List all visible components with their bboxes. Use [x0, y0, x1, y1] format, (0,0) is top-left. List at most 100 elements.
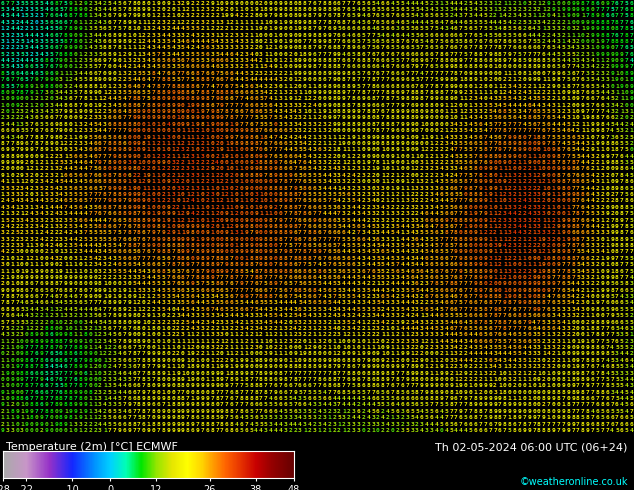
- Text: 5: 5: [376, 307, 380, 312]
- Text: 3: 3: [230, 39, 233, 44]
- Text: 5: 5: [425, 26, 429, 31]
- Text: 1: 1: [537, 179, 541, 184]
- Text: 6: 6: [401, 402, 404, 408]
- Text: 8: 8: [269, 269, 273, 273]
- Text: 1: 1: [162, 135, 165, 140]
- Text: 7: 7: [430, 71, 434, 76]
- Text: 8: 8: [591, 358, 595, 363]
- Text: 0: 0: [308, 58, 311, 63]
- Text: 1: 1: [162, 326, 165, 331]
- Text: 1: 1: [181, 345, 184, 350]
- Text: 7: 7: [454, 224, 458, 229]
- Text: 6: 6: [166, 256, 170, 261]
- Text: 6: 6: [235, 428, 238, 433]
- Text: 4: 4: [147, 46, 151, 50]
- Text: 8: 8: [439, 224, 443, 229]
- Text: 6: 6: [323, 383, 326, 388]
- Text: 0: 0: [103, 364, 107, 369]
- Text: 3: 3: [595, 237, 599, 242]
- Text: 9: 9: [69, 0, 72, 6]
- Text: 1: 1: [118, 288, 121, 293]
- Text: 0: 0: [376, 428, 380, 433]
- Text: 7: 7: [581, 167, 585, 172]
- Text: 7: 7: [450, 269, 453, 273]
- Text: 1: 1: [542, 256, 546, 261]
- Text: 4: 4: [44, 26, 48, 31]
- Text: 8: 8: [483, 141, 487, 146]
- Text: 0: 0: [93, 377, 97, 382]
- Text: 7: 7: [527, 39, 531, 44]
- Text: 0: 0: [605, 147, 609, 152]
- Text: 8: 8: [469, 262, 472, 267]
- Text: 1: 1: [479, 77, 482, 82]
- Text: 2: 2: [1, 211, 4, 216]
- Text: 0: 0: [547, 65, 550, 70]
- Text: 0: 0: [610, 46, 614, 50]
- Text: 1: 1: [522, 294, 526, 299]
- Text: 5: 5: [430, 300, 434, 305]
- Text: 6: 6: [181, 58, 184, 63]
- Text: 3: 3: [517, 109, 521, 114]
- Text: 9: 9: [166, 0, 170, 6]
- Text: 1: 1: [595, 269, 599, 273]
- Text: 0: 0: [376, 147, 380, 152]
- Text: 1: 1: [88, 409, 92, 414]
- Text: 7: 7: [474, 154, 477, 159]
- Text: 9: 9: [200, 383, 204, 388]
- Text: 7: 7: [615, 13, 619, 19]
- Text: 0: 0: [103, 77, 107, 82]
- Text: 9: 9: [459, 409, 463, 414]
- Text: 9: 9: [488, 383, 492, 388]
- Text: 0: 0: [171, 7, 175, 12]
- Text: 8: 8: [69, 7, 72, 12]
- Text: 4: 4: [10, 122, 14, 127]
- Text: 2: 2: [152, 294, 155, 299]
- Text: 9: 9: [122, 192, 126, 197]
- Text: 3: 3: [356, 192, 360, 197]
- Text: 9: 9: [254, 167, 258, 172]
- Text: 6: 6: [361, 65, 365, 70]
- Text: 4: 4: [454, 173, 458, 178]
- Text: 3: 3: [557, 26, 560, 31]
- Text: 3: 3: [347, 326, 351, 331]
- Text: 9: 9: [610, 307, 614, 312]
- Text: 0: 0: [532, 160, 536, 165]
- Text: 4: 4: [415, 0, 419, 6]
- Text: 5: 5: [444, 262, 448, 267]
- Text: 9: 9: [532, 77, 536, 82]
- Text: 5: 5: [439, 205, 443, 210]
- Text: 8: 8: [591, 0, 595, 6]
- Text: 9: 9: [323, 103, 326, 108]
- Text: 0: 0: [391, 326, 394, 331]
- Text: 1: 1: [527, 358, 531, 363]
- Text: 9: 9: [210, 109, 214, 114]
- Text: 4: 4: [576, 141, 579, 146]
- Text: 4: 4: [552, 52, 555, 57]
- Text: 9: 9: [483, 237, 487, 242]
- Text: 2: 2: [620, 103, 624, 108]
- Text: 9: 9: [30, 339, 34, 343]
- Text: 6: 6: [196, 84, 199, 89]
- Text: 8: 8: [1, 71, 4, 76]
- Text: Th 02-05-2024 06:00 UTC (06+24): Th 02-05-2024 06:00 UTC (06+24): [436, 442, 628, 452]
- Text: 1: 1: [508, 71, 512, 76]
- Text: 9: 9: [264, 154, 268, 159]
- Text: 5: 5: [303, 396, 307, 401]
- Text: 1: 1: [181, 230, 184, 235]
- Text: 5: 5: [586, 173, 590, 178]
- Text: 5: 5: [391, 58, 394, 63]
- Text: 4: 4: [503, 13, 507, 19]
- Text: 7: 7: [55, 390, 58, 395]
- Text: 4: 4: [55, 211, 58, 216]
- Text: 1: 1: [264, 46, 268, 50]
- Text: 4: 4: [88, 307, 92, 312]
- Text: 5: 5: [181, 52, 184, 57]
- Text: 5: 5: [191, 52, 195, 57]
- Text: 8: 8: [205, 370, 209, 375]
- Text: 6: 6: [347, 26, 351, 31]
- Text: 2: 2: [337, 428, 341, 433]
- Text: 7: 7: [527, 135, 531, 140]
- Text: 0: 0: [532, 147, 536, 152]
- Text: 5: 5: [361, 307, 365, 312]
- Text: 4: 4: [347, 288, 351, 293]
